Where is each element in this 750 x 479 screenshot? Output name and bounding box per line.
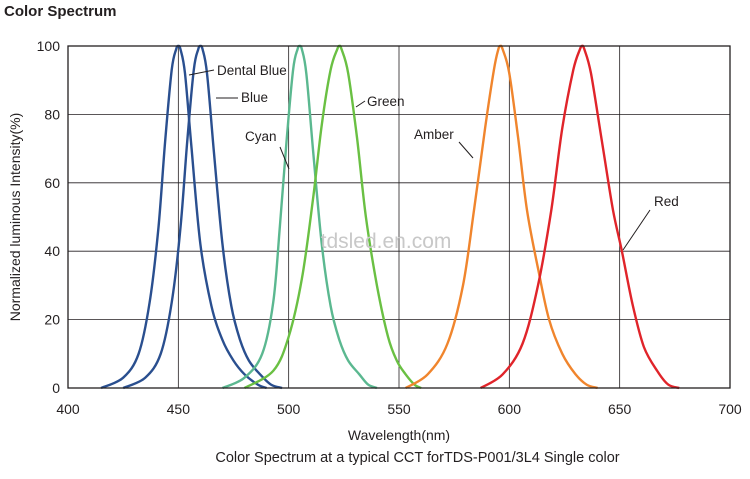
x-tick-label: 450 [167, 401, 191, 417]
watermark: tdsled.en.com [321, 230, 452, 253]
annotation-label: Red [654, 194, 679, 209]
chart-title: Color Spectrum [4, 3, 117, 20]
x-axis-label: Wavelength(nm) [348, 427, 450, 443]
series-line-amber [404, 44, 598, 390]
annotation-leader [188, 69, 215, 76]
annotation-label: Amber [414, 127, 454, 142]
x-tick-label: 650 [608, 401, 632, 417]
annotation-leader [622, 209, 651, 251]
series-line-red [479, 44, 680, 390]
annotation-leader [279, 146, 290, 170]
annotation-label: Blue [241, 90, 268, 105]
plot-frame [67, 45, 731, 389]
chart-caption: Color Spectrum at a typical CCT forTDS-P… [215, 450, 620, 466]
annotations: Dental Blue Blue Cyan Green Amber Red [188, 63, 679, 251]
annotation-label: Green [367, 94, 405, 109]
y-tick-label: 0 [52, 380, 60, 396]
annotation-leader [355, 100, 366, 108]
x-tick-label: 600 [498, 401, 522, 417]
x-tick-label: 700 [718, 401, 742, 417]
y-tick-label: 40 [44, 243, 60, 259]
x-tick-label: 500 [277, 401, 301, 417]
y-axis-label: Normalized luminous Intensity(%) [7, 113, 23, 322]
y-tick-label: 60 [44, 175, 60, 191]
series-line-green [243, 44, 422, 390]
series-lines [100, 44, 680, 390]
tick-labels: 400 450 500 550 600 650 700 0 20 40 60 80 100 [37, 38, 742, 417]
series-line-cyan [221, 44, 378, 390]
series-line-dental-blue [100, 44, 268, 390]
x-tick-label: 550 [387, 401, 411, 417]
annotation-label: Cyan [245, 129, 277, 144]
y-tick-label: 80 [44, 106, 60, 122]
grid-lines [68, 46, 730, 388]
y-tick-label: 20 [44, 312, 60, 328]
annotation-leader [458, 141, 474, 159]
x-tick-label: 400 [56, 401, 80, 417]
y-tick-label: 100 [37, 38, 61, 54]
annotation-label: Dental Blue [217, 63, 287, 78]
series-line-blue [122, 44, 283, 390]
